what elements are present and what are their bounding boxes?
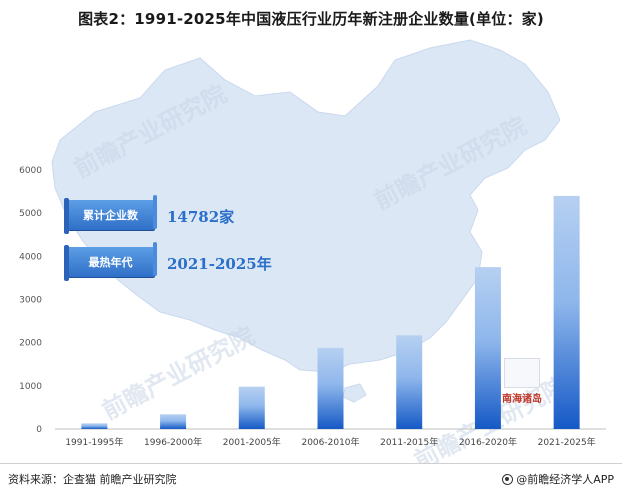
watermark: 前瞻产业研究院 [98,322,259,426]
brand-logo-icon [502,473,514,485]
x-tick-label: 2001-2005年 [223,436,281,448]
bar [396,335,423,429]
x-axis: 1991-1995年 1996-2000年 2001-2005年 2006-2010年… [65,436,595,448]
bar [474,267,501,429]
bar [553,195,580,429]
y-tick-label: 3000 [19,296,42,306]
bar [317,347,344,429]
y-tick-label: 6000 [19,166,42,176]
brand: @前瞻经济学人APP [502,471,614,487]
chart: 前瞻产业研究院 前瞻产业研究院 前瞻产业研究院 前瞻产业研究院 01000200… [19,39,606,463]
x-tick-label: 2016-2020年 [459,436,517,448]
brand-text: @前瞻经济学人APP [516,473,614,486]
source-note: 资料来源：企查猫 前瞻产业研究院 [8,473,177,486]
hainan-island [342,383,367,403]
total-enterprises-badge: 累计企业数 [64,195,157,234]
hottest-period-badge: 最热年代 [64,242,157,281]
y-tick-label: 0 [36,425,42,435]
x-tick-label: 1996-2000年 [144,436,202,448]
chart-title: 图表2：1991-2025年中国液压行业历年新注册企业数量(单位：家) [78,10,544,28]
footer: 资料来源：企查猫 前瞻产业研究院 @前瞻经济学人APP [0,463,622,494]
south-china-sea-inset [504,358,540,388]
y-tick-label: 4000 [19,252,42,262]
x-tick-label: 2021-2025年 [538,436,596,448]
bar [238,386,265,429]
y-axis: 0 1000 2000 3000 4000 5000 6000 [19,166,42,435]
x-tick-label: 2006-2010年 [301,436,359,448]
y-tick-label: 5000 [19,209,42,219]
bar [81,423,108,429]
hottest-period-value: 2021-2025年 [167,255,272,273]
china-map-background [51,39,561,373]
x-tick-label: 1991-1995年 [65,436,123,448]
y-tick-label: 2000 [19,339,42,349]
bars [81,195,580,429]
south-china-sea-label: 南海诸岛 [502,394,542,405]
bar [160,414,187,429]
y-tick-label: 1000 [19,382,42,392]
x-tick-label: 2011-2015年 [380,436,438,448]
total-enterprises-value: 14782家 [167,208,235,226]
